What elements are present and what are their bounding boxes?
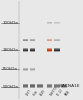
FancyBboxPatch shape bbox=[47, 85, 52, 86]
FancyBboxPatch shape bbox=[37, 87, 43, 88]
FancyBboxPatch shape bbox=[61, 86, 67, 87]
FancyBboxPatch shape bbox=[47, 86, 52, 87]
FancyBboxPatch shape bbox=[47, 40, 52, 41]
FancyBboxPatch shape bbox=[47, 50, 52, 51]
Text: NIH/3T3: NIH/3T3 bbox=[50, 86, 59, 97]
FancyBboxPatch shape bbox=[47, 84, 52, 85]
FancyBboxPatch shape bbox=[23, 69, 28, 70]
FancyBboxPatch shape bbox=[30, 40, 36, 41]
FancyBboxPatch shape bbox=[47, 23, 52, 24]
FancyBboxPatch shape bbox=[54, 39, 60, 40]
FancyBboxPatch shape bbox=[37, 86, 43, 87]
FancyBboxPatch shape bbox=[47, 49, 52, 50]
Text: 100kDa: 100kDa bbox=[2, 21, 18, 25]
FancyBboxPatch shape bbox=[61, 84, 67, 85]
FancyBboxPatch shape bbox=[47, 86, 52, 87]
FancyBboxPatch shape bbox=[30, 87, 36, 88]
FancyBboxPatch shape bbox=[23, 85, 28, 86]
FancyBboxPatch shape bbox=[54, 40, 60, 41]
FancyBboxPatch shape bbox=[30, 51, 36, 52]
FancyBboxPatch shape bbox=[23, 39, 28, 40]
Text: 250kDa: 250kDa bbox=[2, 67, 18, 71]
FancyBboxPatch shape bbox=[54, 49, 60, 50]
FancyBboxPatch shape bbox=[30, 86, 36, 87]
Text: CACNA1E: CACNA1E bbox=[60, 84, 81, 88]
Text: 180kDa: 180kDa bbox=[2, 48, 18, 52]
FancyBboxPatch shape bbox=[37, 84, 43, 85]
Text: A549: A549 bbox=[40, 89, 47, 97]
FancyBboxPatch shape bbox=[30, 40, 36, 41]
Text: 500kDa: 500kDa bbox=[2, 85, 18, 89]
FancyBboxPatch shape bbox=[23, 49, 28, 50]
FancyBboxPatch shape bbox=[37, 86, 43, 87]
FancyBboxPatch shape bbox=[30, 41, 36, 42]
FancyBboxPatch shape bbox=[54, 86, 60, 87]
FancyBboxPatch shape bbox=[23, 68, 28, 69]
FancyBboxPatch shape bbox=[30, 39, 36, 40]
Text: Hela: Hela bbox=[33, 89, 39, 97]
FancyBboxPatch shape bbox=[54, 50, 60, 51]
FancyBboxPatch shape bbox=[54, 86, 60, 87]
FancyBboxPatch shape bbox=[47, 40, 52, 41]
FancyBboxPatch shape bbox=[30, 68, 36, 69]
FancyBboxPatch shape bbox=[30, 84, 36, 85]
FancyBboxPatch shape bbox=[23, 51, 28, 52]
FancyBboxPatch shape bbox=[47, 48, 52, 49]
FancyBboxPatch shape bbox=[23, 87, 28, 88]
FancyBboxPatch shape bbox=[30, 48, 36, 49]
FancyBboxPatch shape bbox=[30, 50, 36, 51]
FancyBboxPatch shape bbox=[54, 48, 60, 49]
Text: RAW: RAW bbox=[64, 89, 71, 97]
Text: PC-12: PC-12 bbox=[57, 88, 65, 97]
FancyBboxPatch shape bbox=[54, 85, 60, 86]
FancyBboxPatch shape bbox=[23, 70, 28, 71]
FancyBboxPatch shape bbox=[54, 22, 60, 23]
FancyBboxPatch shape bbox=[23, 40, 28, 41]
FancyBboxPatch shape bbox=[47, 39, 52, 40]
FancyBboxPatch shape bbox=[30, 70, 36, 71]
FancyBboxPatch shape bbox=[30, 85, 36, 86]
FancyBboxPatch shape bbox=[47, 23, 52, 24]
FancyBboxPatch shape bbox=[47, 22, 52, 23]
FancyBboxPatch shape bbox=[54, 84, 60, 85]
Text: 293T: 293T bbox=[25, 89, 33, 97]
FancyBboxPatch shape bbox=[30, 68, 36, 69]
FancyBboxPatch shape bbox=[54, 87, 60, 88]
FancyBboxPatch shape bbox=[23, 41, 28, 42]
FancyBboxPatch shape bbox=[54, 41, 60, 42]
FancyBboxPatch shape bbox=[54, 51, 60, 52]
FancyBboxPatch shape bbox=[47, 51, 52, 52]
FancyBboxPatch shape bbox=[23, 86, 28, 87]
FancyBboxPatch shape bbox=[61, 85, 67, 86]
FancyBboxPatch shape bbox=[30, 86, 36, 87]
FancyBboxPatch shape bbox=[23, 48, 28, 49]
FancyBboxPatch shape bbox=[30, 49, 36, 50]
FancyBboxPatch shape bbox=[37, 85, 43, 86]
FancyBboxPatch shape bbox=[30, 69, 36, 70]
FancyBboxPatch shape bbox=[23, 40, 28, 41]
FancyBboxPatch shape bbox=[54, 40, 60, 41]
FancyBboxPatch shape bbox=[54, 23, 60, 24]
FancyBboxPatch shape bbox=[61, 87, 67, 88]
FancyBboxPatch shape bbox=[54, 23, 60, 24]
FancyBboxPatch shape bbox=[23, 50, 28, 51]
FancyBboxPatch shape bbox=[47, 41, 52, 42]
FancyBboxPatch shape bbox=[61, 86, 67, 87]
FancyBboxPatch shape bbox=[47, 87, 52, 88]
FancyBboxPatch shape bbox=[23, 86, 28, 87]
FancyBboxPatch shape bbox=[23, 84, 28, 85]
FancyBboxPatch shape bbox=[23, 68, 28, 69]
FancyBboxPatch shape bbox=[47, 22, 52, 23]
FancyBboxPatch shape bbox=[54, 22, 60, 23]
